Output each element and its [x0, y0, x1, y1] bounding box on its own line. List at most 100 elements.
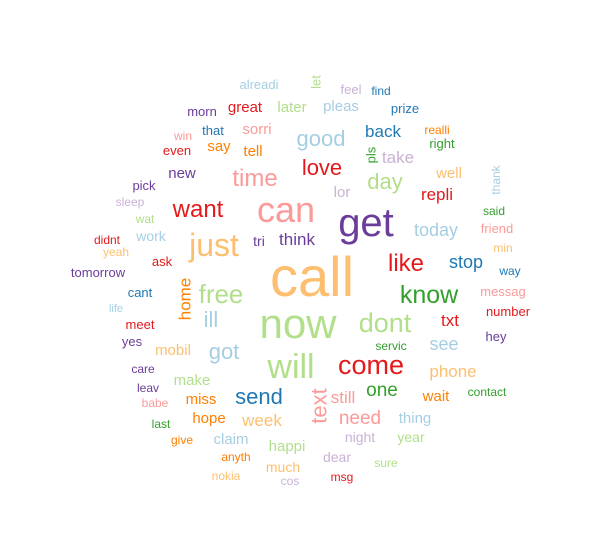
word-dont: dont: [359, 308, 412, 338]
word-phone: phone: [429, 362, 476, 381]
word-messag: messag: [480, 284, 526, 299]
word-back: back: [365, 122, 401, 141]
word-leav: leav: [137, 381, 159, 395]
word-love: love: [302, 155, 342, 180]
word-night: night: [345, 429, 375, 445]
word-think: think: [279, 230, 315, 249]
word-take: take: [382, 148, 414, 167]
word-free: free: [199, 279, 244, 309]
word-even: even: [163, 143, 191, 158]
word-great: great: [228, 99, 263, 116]
word-realli: realli: [424, 123, 449, 137]
word-claim: claim: [213, 431, 248, 448]
word-cos: cos: [281, 474, 300, 488]
word-will: will: [266, 348, 314, 386]
word-prize: prize: [391, 101, 419, 116]
word-alreadi: alreadi: [239, 77, 278, 92]
word-good: good: [297, 126, 346, 151]
word-pleas: pleas: [323, 98, 359, 115]
word-msg: msg: [331, 470, 354, 484]
word-get: get: [338, 201, 394, 245]
word-tell: tell: [243, 143, 262, 160]
word-friend: friend: [481, 221, 514, 236]
word-one: one: [366, 380, 398, 401]
word-cant: cant: [128, 285, 153, 300]
word-min: min: [493, 241, 512, 255]
word-happi: happi: [269, 438, 306, 455]
word-life: life: [109, 303, 123, 315]
word-repli: repli: [421, 185, 453, 204]
word-said: said: [483, 204, 505, 218]
word-come: come: [338, 350, 404, 380]
word-yeah: yeah: [103, 245, 129, 259]
word-well: well: [435, 165, 462, 182]
word-can: can: [257, 189, 315, 230]
word-later: later: [277, 99, 306, 116]
word-last: last: [152, 417, 171, 431]
word-new: new: [168, 165, 196, 182]
word-need: need: [339, 408, 381, 429]
word-anyth: anyth: [221, 450, 250, 464]
word-year: year: [397, 429, 425, 445]
word-day: day: [367, 169, 402, 194]
word-sorri: sorri: [242, 121, 271, 138]
word-thing: thing: [399, 410, 432, 427]
word-that: that: [202, 123, 224, 138]
word-today: today: [414, 220, 458, 240]
word-meet: meet: [126, 317, 155, 332]
word-way: way: [498, 264, 520, 278]
word-morn: morn: [187, 104, 217, 119]
word-babe: babe: [142, 396, 169, 410]
word-dear: dear: [323, 449, 351, 465]
word-just: just: [188, 227, 239, 263]
word-miss: miss: [186, 391, 217, 408]
word-care: care: [131, 362, 155, 376]
word-text: text: [307, 388, 332, 423]
word-call: call: [270, 245, 354, 308]
word-time: time: [232, 165, 277, 192]
word-stop: stop: [449, 252, 483, 272]
word-number: number: [486, 304, 531, 319]
word-yes: yes: [122, 334, 143, 349]
word-tomorrow: tomorrow: [71, 265, 126, 280]
word-give: give: [171, 433, 193, 447]
word-week: week: [241, 411, 282, 430]
word-thank: thank: [489, 164, 503, 194]
word-find: find: [371, 84, 390, 98]
word-work: work: [135, 228, 167, 244]
word-ill: ill: [204, 307, 219, 332]
word-make: make: [174, 372, 211, 389]
word-know: know: [400, 281, 459, 309]
word-nokia: nokia: [212, 469, 241, 483]
word-still: still: [331, 388, 356, 407]
word-right: right: [429, 136, 455, 151]
word-say: say: [207, 138, 231, 155]
word-ask: ask: [152, 254, 173, 269]
word-sure: sure: [374, 456, 398, 470]
word-feel: feel: [341, 82, 362, 97]
word-pick: pick: [132, 178, 156, 193]
word-sleep: sleep: [116, 195, 145, 209]
word-servic: servic: [375, 339, 406, 353]
word-lor: lor: [334, 184, 351, 201]
word-wat: wat: [135, 212, 155, 226]
word-tri: tri: [253, 233, 265, 249]
word-home: home: [176, 278, 195, 321]
word-see: see: [429, 334, 458, 354]
word-pls: pls: [364, 146, 379, 163]
word-send: send: [235, 384, 283, 409]
word-win: win: [173, 129, 192, 143]
word-mobil: mobil: [155, 342, 191, 359]
word-got: got: [209, 339, 240, 364]
word-didnt: didnt: [94, 233, 121, 247]
word-like: like: [388, 250, 424, 277]
word-now: now: [259, 300, 337, 347]
word-contact: contact: [468, 385, 507, 399]
word-want: want: [172, 196, 224, 223]
word-hey: hey: [486, 329, 507, 344]
word-wait: wait: [422, 388, 451, 405]
word-much: much: [266, 459, 300, 475]
word-txt: txt: [441, 311, 459, 330]
word-hope: hope: [192, 410, 225, 427]
